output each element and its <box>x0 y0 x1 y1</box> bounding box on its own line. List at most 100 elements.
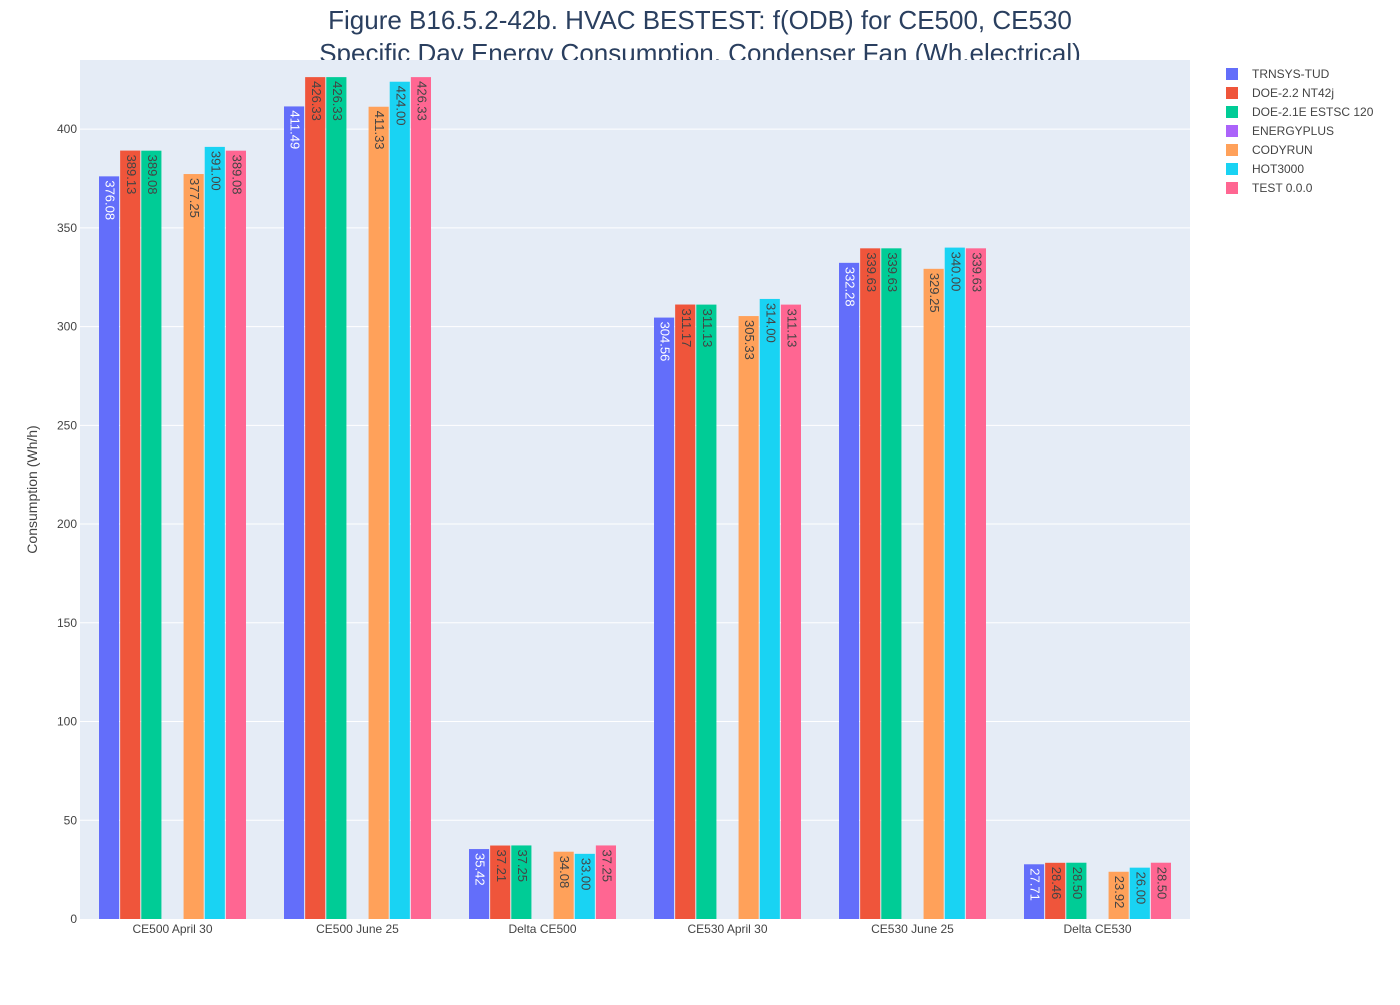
legend-item-label[interactable]: ENERGYPLUS <box>1252 124 1334 138</box>
bar <box>1024 864 1045 919</box>
x-axis-ticks: CE500 April 30 CE500 June 25 Delta CE500 CE… <box>132 922 1131 936</box>
y-axis-ticks: 0 50 100 150 200 250 300 350 400 <box>57 122 77 926</box>
bar <box>469 849 490 919</box>
x-tick-label: CE530 June 25 <box>871 922 954 936</box>
bar-value-label: 339.63 <box>864 252 879 292</box>
bar-value-label: 340.00 <box>948 252 963 292</box>
bar-value-label: 311.17 <box>679 309 694 348</box>
legend-item-label[interactable]: DOE-2.2 NT42j <box>1252 86 1334 100</box>
plot-area <box>80 60 1190 919</box>
bar <box>368 106 389 919</box>
x-tick-label: CE500 April 30 <box>132 922 212 936</box>
bar-value-label: 311.13 <box>784 309 799 348</box>
legend-swatch[interactable] <box>1226 87 1238 99</box>
bar <box>1129 867 1150 919</box>
bar <box>944 247 965 919</box>
bar <box>141 150 162 919</box>
bar-value-label: 426.33 <box>414 81 429 121</box>
bar <box>923 268 944 919</box>
bar <box>1066 862 1087 919</box>
bar <box>881 248 902 919</box>
bar <box>410 77 431 920</box>
y-tick-label: 100 <box>57 715 77 729</box>
x-tick-label: CE500 June 25 <box>316 922 399 936</box>
bar-value-label: 28.50 <box>1154 867 1169 900</box>
bar <box>326 77 347 920</box>
bar-value-label: 34.08 <box>557 856 572 889</box>
bar-value-label: 305.33 <box>742 320 757 360</box>
bar <box>511 845 532 919</box>
grid-lines <box>80 128 1190 821</box>
y-tick-label: 0 <box>70 912 77 926</box>
bar <box>389 81 410 919</box>
bar <box>1150 862 1171 919</box>
bar-value-label: 411.33 <box>372 111 387 150</box>
bar-value-label: 391.00 <box>208 151 223 191</box>
legend-item-label[interactable]: HOT3000 <box>1252 162 1304 176</box>
y-tick-label: 50 <box>64 813 78 827</box>
bar-value-label: 389.13 <box>124 155 139 195</box>
bar-value-label: 28.50 <box>1070 867 1085 900</box>
bar-value-label: 304.56 <box>658 322 673 362</box>
bar-value-label: 376.08 <box>103 180 118 220</box>
bar-value-label: 37.25 <box>599 849 614 882</box>
bar <box>860 248 881 919</box>
bar <box>696 304 717 919</box>
bar-value-label: 389.08 <box>145 155 160 195</box>
legend-swatch[interactable] <box>1226 106 1238 118</box>
bar <box>738 316 759 919</box>
chart-title: Figure B16.5.2-42b. HVAC BESTEST: f(ODB)… <box>328 5 1072 35</box>
y-tick-label: 350 <box>57 221 77 235</box>
bar-value-label: 332.28 <box>843 267 858 307</box>
bar <box>99 176 120 919</box>
x-tick-label: Delta CE530 <box>1063 922 1131 936</box>
bar-value-label: 37.25 <box>515 849 530 882</box>
bar-value-label: 35.42 <box>473 853 488 886</box>
legend: TRNSYS-TUD DOE-2.2 NT42j DOE-2.1E ESTSC 12… <box>1226 67 1374 195</box>
bar-value-label: 389.08 <box>229 155 244 195</box>
bar <box>1108 871 1129 919</box>
legend-swatch[interactable] <box>1226 125 1238 137</box>
y-tick-label: 150 <box>57 616 77 630</box>
y-tick-label: 400 <box>57 122 77 136</box>
legend-swatch[interactable] <box>1226 182 1238 194</box>
y-tick-label: 250 <box>57 418 77 432</box>
bar-value-label: 339.63 <box>885 252 900 292</box>
bar-value-label: 23.92 <box>1112 876 1127 909</box>
bar <box>759 298 780 920</box>
bar <box>553 851 574 919</box>
bar-value-label: 28.46 <box>1049 867 1064 900</box>
bar <box>965 248 986 919</box>
y-tick-label: 300 <box>57 320 77 334</box>
bar-value-label: 37.21 <box>494 850 509 883</box>
x-tick-label: Delta CE500 <box>508 922 576 936</box>
bar <box>839 262 860 919</box>
legend-item-label[interactable]: DOE-2.1E ESTSC 120 <box>1252 105 1374 119</box>
bar-value-label: 33.00 <box>578 858 593 891</box>
bar-value-label: 311.13 <box>700 309 715 348</box>
legend-item-label[interactable]: TRNSYS-TUD <box>1252 67 1330 81</box>
bar-value-label: 426.33 <box>309 81 324 121</box>
bar <box>574 853 595 919</box>
legend-swatch[interactable] <box>1226 163 1238 175</box>
legend-swatch[interactable] <box>1226 144 1238 156</box>
bar-value-label: 377.25 <box>187 178 202 218</box>
bar-value-label: 339.63 <box>969 252 984 292</box>
bar <box>1045 862 1066 919</box>
bar <box>595 845 616 919</box>
legend-item-label[interactable]: TEST 0.0.0 <box>1252 181 1313 195</box>
bar-value-label: 26.00 <box>1133 872 1148 905</box>
bar-value-label: 27.71 <box>1028 868 1043 901</box>
bars <box>99 77 1171 920</box>
bar <box>654 317 675 919</box>
bar <box>204 146 225 920</box>
bar <box>490 845 511 919</box>
bar-value-label: 411.49 <box>288 110 303 149</box>
bar <box>284 106 305 920</box>
x-tick-label: CE530 April 30 <box>687 922 767 936</box>
bar <box>183 174 204 919</box>
legend-item-label[interactable]: CODYRUN <box>1252 143 1313 157</box>
legend-swatch[interactable] <box>1226 68 1238 80</box>
